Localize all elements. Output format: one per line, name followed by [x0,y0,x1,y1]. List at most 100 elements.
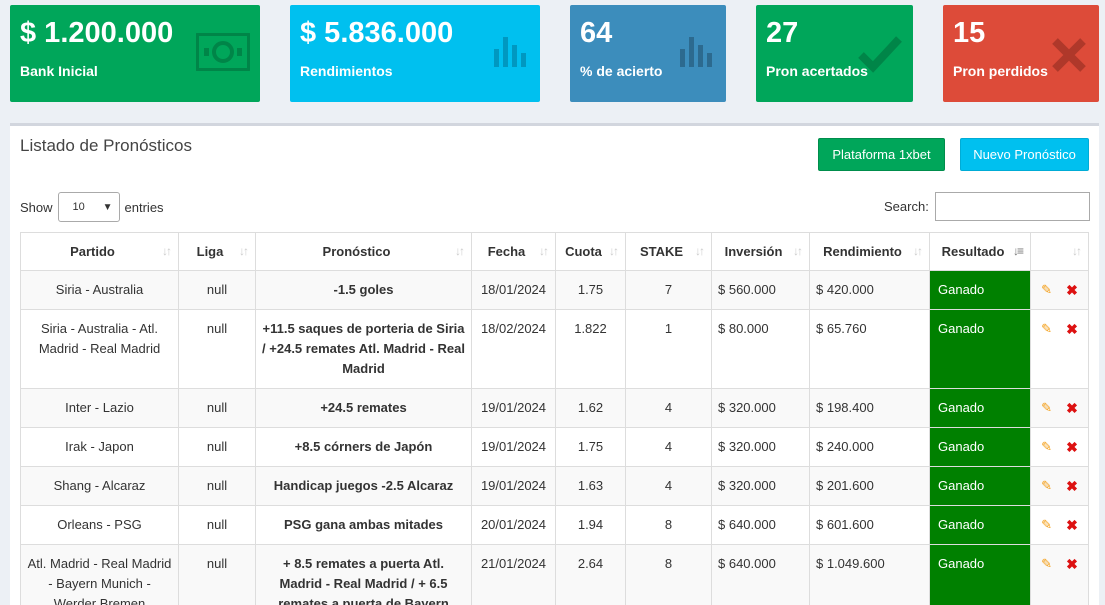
platform-1xbet-button[interactable]: Plataforma 1xbet [818,138,945,171]
delete-icon[interactable]: ✖ [1066,321,1078,337]
col-pronostico[interactable]: Pronóstico ↓↑ [255,232,472,271]
cell-rendimiento: $ 420.000 [809,270,930,310]
edit-icon[interactable]: ✎ [1041,400,1053,415]
edit-icon[interactable]: ✎ [1041,517,1053,532]
stat-acertados: 27 Pron acertados [756,5,913,102]
stat-label: Bank Inicial [20,63,98,79]
search-label: Search: [884,199,929,214]
cell-actions: ✎ ✖ [1030,466,1089,506]
cell-fecha: 19/01/2024 [471,427,556,467]
cell-liga: null [178,309,256,389]
cell-partido: Siria - Australia [20,270,179,310]
table-header-row: Partido ↓↑ Liga ↓↑ Pronóstico ↓↑ Fecha ↓↑ Cu… [20,232,1089,271]
check-icon [857,35,903,78]
cell-partido: Orleans - PSG [20,505,179,545]
cell-actions: ✎ ✖ [1030,388,1089,428]
cell-fecha: 19/01/2024 [471,388,556,428]
cell-fecha: 21/01/2024 [471,544,556,605]
cell-partido: Shang - Alcaraz [20,466,179,506]
stat-perdidos: 15 Pron perdidos [943,5,1099,102]
edit-icon[interactable]: ✎ [1041,282,1053,297]
table-row: Irak - Japon null +8.5 córners de Japón 19/… [20,427,1089,467]
table-row: Siria - Australia null -1.5 goles 18/01/202… [20,270,1089,310]
delete-icon[interactable]: ✖ [1066,400,1078,416]
table-row: Siria - Australia - Atl. Madrid - Real M… [20,309,1089,389]
cell-pronostico: +8.5 córners de Japón [255,427,472,467]
cell-partido: Inter - Lazio [20,388,179,428]
col-inversion[interactable]: Inversión ↓↑ [711,232,810,271]
cell-liga: null [178,466,256,506]
cell-stake: 1 [625,309,712,389]
cell-pronostico: +11.5 saques de porteria de Siria / +24.… [255,309,472,389]
cell-stake: 4 [625,466,712,506]
cell-liga: null [178,544,256,605]
edit-icon[interactable]: ✎ [1041,556,1053,571]
cell-rendimiento: $ 1.049.600 [809,544,930,605]
delete-icon[interactable]: ✖ [1066,282,1078,298]
cell-actions: ✎ ✖ [1030,544,1089,605]
cell-inversion: $ 80.000 [711,309,810,389]
edit-icon[interactable]: ✎ [1041,439,1053,454]
cell-cuota: 1.62 [555,388,626,428]
cell-rendimiento: $ 65.760 [809,309,930,389]
cell-fecha: 20/01/2024 [471,505,556,545]
cell-pronostico: +24.5 remates [255,388,472,428]
cell-resultado: Ganado [929,270,1031,310]
delete-icon[interactable]: ✖ [1066,517,1078,533]
panel-title: Listado de Pronósticos [20,136,192,155]
cell-rendimiento: $ 601.600 [809,505,930,545]
table-row: Shang - Alcaraz null Handicap juegos -2.5 … [20,466,1089,506]
pronosticos-table: Partido ↓↑ Liga ↓↑ Pronóstico ↓↑ Fecha ↓↑ Cu… [20,232,1089,605]
col-actions[interactable]: ↓↑ [1030,232,1089,271]
cell-resultado: Ganado [929,544,1031,605]
cell-inversion: $ 560.000 [711,270,810,310]
col-liga[interactable]: Liga ↓↑ [178,232,256,271]
cell-rendimiento: $ 201.600 [809,466,930,506]
col-stake[interactable]: STAKE ↓↑ [625,232,712,271]
sort-icon: ↓↑ [539,244,549,258]
money-icon [195,32,251,76]
col-cuota[interactable]: Cuota ↓↑ [555,232,626,271]
search-control: Search: [884,192,1090,221]
cell-partido: Siria - Australia - Atl. Madrid - Real M… [20,309,179,389]
cell-resultado: Ganado [929,309,1031,389]
cell-resultado: Ganado [929,505,1031,545]
cell-fecha: 18/02/2024 [471,309,556,389]
sort-icon: ↓↑ [695,244,705,258]
col-fecha[interactable]: Fecha ↓↑ [471,232,556,271]
cell-cuota: 1.822 [555,309,626,389]
cell-fecha: 18/01/2024 [471,270,556,310]
edit-icon[interactable]: ✎ [1041,478,1053,493]
cell-cuota: 1.75 [555,427,626,467]
col-resultado[interactable]: Resultado ↓≡ [929,232,1031,271]
search-input[interactable] [934,192,1090,221]
table-row: Atl. Madrid - Real Madrid - Bayern Munic… [20,544,1089,605]
sort-icon: ↓↑ [239,244,249,258]
cell-inversion: $ 320.000 [711,427,810,467]
cell-resultado: Ganado [929,466,1031,506]
entries-value: 10 [72,201,85,213]
delete-icon[interactable]: ✖ [1066,439,1078,455]
pronosticos-panel: Listado de Pronósticos Plataforma 1xbet … [10,123,1099,605]
sort-icon: ↓↑ [1072,244,1082,258]
col-rendimiento[interactable]: Rendimiento ↓↑ [809,232,930,271]
delete-icon[interactable]: ✖ [1066,556,1078,572]
entries-label: entries [124,199,164,215]
cell-stake: 8 [625,544,712,605]
cell-rendimiento: $ 240.000 [809,427,930,467]
edit-icon[interactable]: ✎ [1041,321,1053,336]
cell-liga: null [178,427,256,467]
delete-icon[interactable]: ✖ [1066,478,1078,494]
stat-acierto: 64 % de acierto [570,5,726,102]
cell-rendimiento: $ 198.400 [809,388,930,428]
new-pronostico-button[interactable]: Nuevo Pronóstico [960,138,1089,171]
cell-inversion: $ 320.000 [711,466,810,506]
cross-icon [1051,37,1087,78]
stat-bank-inicial: $ 1.200.000 Bank Inicial [10,5,260,102]
cell-liga: null [178,505,256,545]
col-partido[interactable]: Partido ↓↑ [20,232,179,271]
entries-select[interactable]: 10 ▼ [57,192,120,222]
stat-value: 15 [953,17,986,49]
stat-rendimientos: $ 5.836.000 Rendimientos [290,5,540,102]
cell-liga: null [178,388,256,428]
